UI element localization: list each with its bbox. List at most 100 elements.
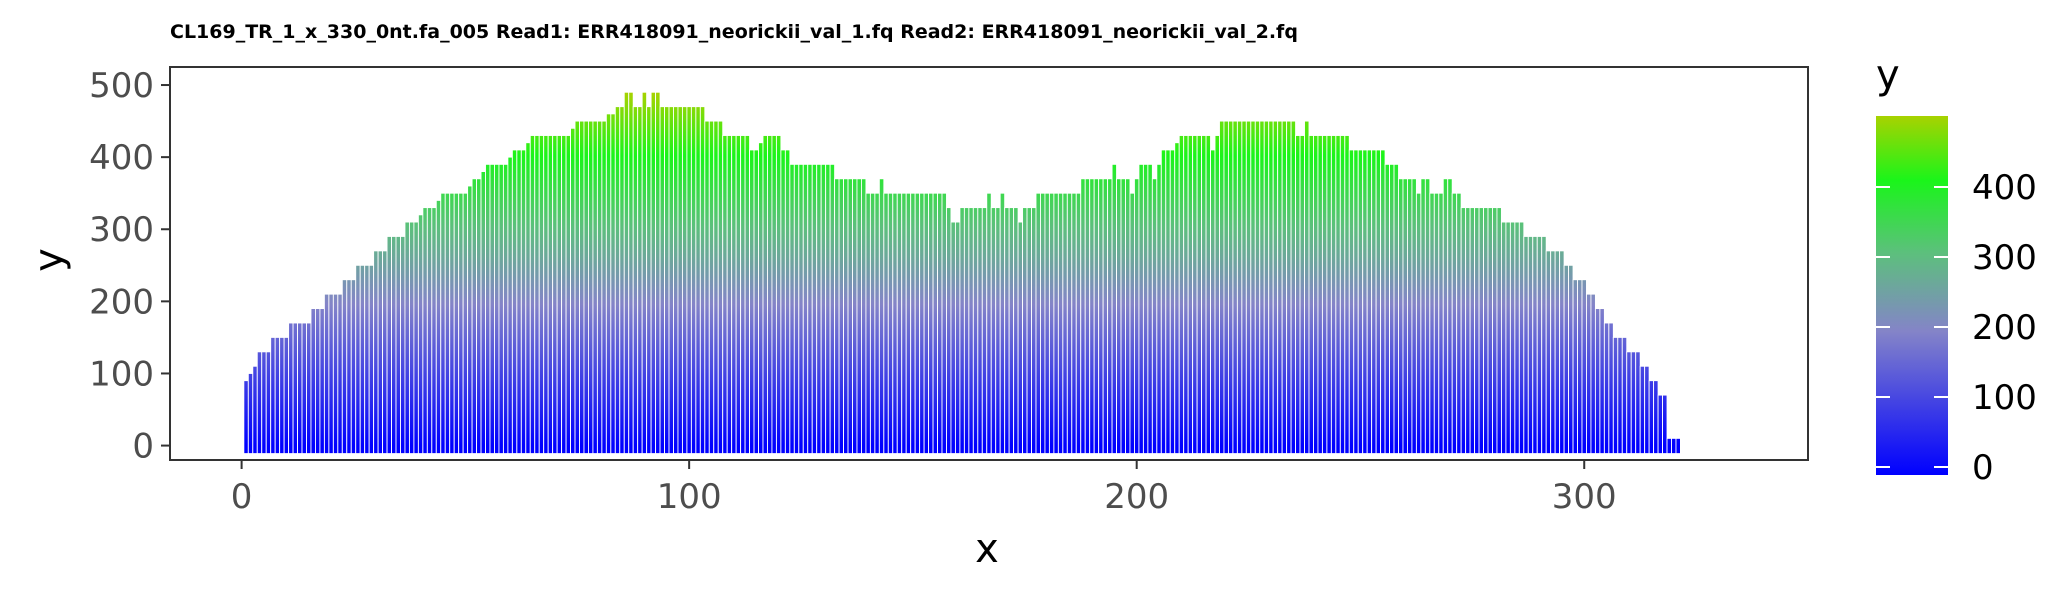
bar (1040, 192, 1046, 455)
bar (1142, 163, 1149, 455)
bar (793, 163, 800, 455)
bar (1241, 120, 1247, 455)
bar (1424, 178, 1431, 455)
bar (816, 163, 822, 455)
bar (1415, 192, 1422, 455)
bar (1505, 221, 1511, 455)
chart-title: CL169_TR_1_x_330_0nt.fa_005 Read1: ERR41… (170, 21, 1298, 43)
bar (547, 135, 554, 455)
y-tick-label: 200 (89, 282, 154, 322)
y-tick-label: 300 (89, 210, 154, 250)
bar (834, 178, 840, 455)
bar (619, 106, 625, 455)
bar (561, 135, 567, 455)
bar (1568, 264, 1574, 455)
bar (919, 192, 925, 455)
bar (1017, 221, 1024, 455)
bar (355, 264, 361, 455)
bar (1272, 120, 1279, 455)
bar (887, 192, 894, 455)
bar (1362, 149, 1368, 455)
bar (1353, 149, 1359, 455)
bar (704, 120, 710, 455)
bar (896, 192, 903, 455)
y-axis-title: y (26, 248, 72, 272)
bar (288, 322, 294, 455)
bar (1671, 437, 1677, 455)
bar (820, 163, 827, 455)
bar (749, 149, 755, 455)
bar (359, 264, 366, 455)
bar (1084, 178, 1091, 455)
bar (1187, 135, 1194, 455)
bar (1057, 192, 1064, 455)
bar (350, 279, 357, 455)
bar (1120, 178, 1126, 455)
bar (1653, 380, 1659, 455)
legend-title: y (1876, 52, 1900, 98)
bar (883, 192, 889, 455)
bar (243, 380, 249, 455)
bar (440, 192, 446, 455)
bar (1500, 221, 1507, 455)
bar (1308, 135, 1314, 455)
bar (1666, 437, 1672, 455)
bar (1335, 135, 1341, 455)
bar (1393, 163, 1399, 455)
legend-tick-label: 400 (1972, 168, 2037, 208)
legend-ticks: 0 100 200 300 400 (1876, 168, 2037, 488)
bar (310, 308, 316, 455)
x-axis-title: x (975, 526, 999, 572)
bar (681, 106, 688, 455)
bar (1603, 322, 1610, 455)
bar (377, 250, 384, 455)
bar (963, 207, 970, 455)
bar (1098, 178, 1104, 455)
bar (686, 106, 692, 455)
bar (628, 91, 634, 455)
bar (811, 163, 818, 455)
bar (1254, 120, 1261, 455)
x-tick-label: 100 (657, 477, 722, 517)
bar (1183, 135, 1189, 455)
bar (1317, 135, 1323, 455)
bar (1116, 178, 1122, 455)
bar (592, 120, 598, 455)
bar (1541, 236, 1547, 455)
bar (1013, 207, 1019, 455)
bar (1559, 250, 1565, 455)
bar (1111, 163, 1117, 455)
bar (274, 336, 281, 455)
bar (373, 250, 379, 455)
bar (1465, 207, 1471, 455)
bar (865, 192, 871, 455)
bar (874, 192, 880, 455)
bar (847, 178, 853, 455)
bar (247, 373, 254, 455)
bar (986, 192, 992, 455)
bar (1380, 149, 1386, 455)
bar (861, 178, 867, 455)
bar (1402, 178, 1408, 455)
bar (444, 192, 451, 455)
bar (668, 106, 674, 455)
bar (740, 135, 746, 455)
bar (1313, 135, 1319, 455)
bar (1169, 149, 1176, 455)
bar (1290, 120, 1297, 455)
bar (695, 106, 701, 455)
bar (1554, 250, 1561, 455)
bar (485, 163, 491, 455)
plot-panel-border (169, 66, 1809, 461)
bar (1219, 120, 1225, 455)
bar (1348, 149, 1355, 455)
bar (802, 163, 809, 455)
bar (279, 336, 285, 455)
bar (1281, 120, 1288, 455)
bar (838, 178, 844, 455)
bar (1594, 308, 1601, 455)
bar (453, 192, 460, 455)
bar (762, 135, 768, 455)
legend-tick-label: 0 (1972, 448, 1994, 488)
